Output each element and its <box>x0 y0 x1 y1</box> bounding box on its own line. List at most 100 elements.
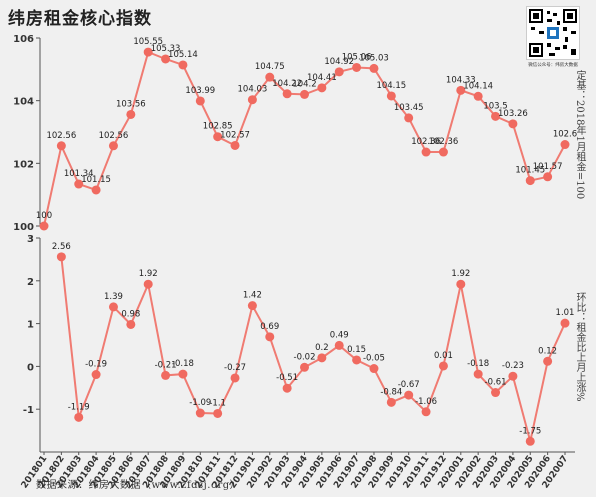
bottom-data-label: -1.06 <box>415 397 437 407</box>
top-point <box>300 89 309 99</box>
top-point <box>39 221 49 231</box>
bottom-data-label: -1.75 <box>519 426 541 436</box>
bottom-y-tick-label: 1 <box>27 320 34 331</box>
top-data-label: 102.36 <box>411 137 441 147</box>
bottom-point <box>161 370 171 380</box>
bottom-point <box>560 318 570 328</box>
bottom-data-label: 1.42 <box>243 291 262 301</box>
qr-code-graphic <box>529 9 577 57</box>
top-data-label: 100 <box>36 211 52 221</box>
bottom-y-axis-label: 环比：租金比上月上涨% <box>574 292 585 402</box>
top-y-axis-label: 定基：2018年1月租金=100 <box>574 70 585 200</box>
top-data-label: 102.56 <box>99 131 129 141</box>
top-data-label: 102.56 <box>46 131 76 141</box>
bottom-point <box>282 383 292 393</box>
top-point <box>91 185 101 195</box>
top-data-label: 102.36 <box>429 137 459 147</box>
bottom-y-tick-label: 3 <box>27 234 34 245</box>
bottom-point <box>195 408 205 418</box>
top-data-label: 104.92 <box>324 57 354 67</box>
top-data-label: 101.15 <box>81 175 111 185</box>
bottom-data-label: 0.12 <box>538 346 557 356</box>
bottom-point <box>143 279 153 289</box>
top-data-label: 104.33 <box>446 75 476 85</box>
top-data-label: 104.14 <box>463 81 493 91</box>
bottom-data-label: -1.1 <box>209 398 226 408</box>
top-point <box>404 113 414 123</box>
top-point <box>560 140 570 150</box>
bottom-y-tick-label: 2 <box>27 277 34 288</box>
bottom-series-line <box>60 256 566 442</box>
top-data-label: 105.06 <box>342 52 372 62</box>
top-data-label: 104.41 <box>307 73 337 83</box>
top-data-label: 103.26 <box>498 109 528 119</box>
top-y-tick-label: 106 <box>13 34 34 45</box>
top-y-tick-label: 100 <box>13 222 34 233</box>
top-point <box>161 54 171 64</box>
top-point <box>265 72 275 82</box>
qr-caption: 微信公众号：纬房大数据 <box>528 63 578 68</box>
top-point <box>508 119 518 129</box>
bottom-point <box>352 355 362 365</box>
bottom-point <box>525 436 535 446</box>
bottom-point <box>300 362 309 372</box>
bottom-point <box>317 353 327 363</box>
bottom-point <box>108 302 118 312</box>
bottom-point <box>178 369 188 379</box>
top-data-label: 105.14 <box>168 50 198 60</box>
qr-code-icon <box>526 6 580 60</box>
bottom-point <box>456 279 466 289</box>
top-point <box>247 95 257 105</box>
chart-title: 纬房租金核心指数 <box>8 9 152 29</box>
top-data-label: 104.75 <box>255 62 285 72</box>
top-y-tick-label: 102 <box>13 159 34 170</box>
bottom-data-label: -0.27 <box>224 363 246 373</box>
top-data-label: 102.85 <box>203 122 233 132</box>
bottom-data-label: -0.19 <box>85 360 107 370</box>
top-point <box>386 91 396 101</box>
bottom-data-label: -1.19 <box>68 402 90 412</box>
bottom-data-label: 0.15 <box>347 345 366 355</box>
top-data-label: 103.45 <box>394 103 424 113</box>
bottom-data-label: -0.18 <box>467 359 489 369</box>
bottom-y-tick-label: 0 <box>27 362 34 373</box>
top-point <box>369 63 379 73</box>
top-point <box>143 47 153 57</box>
top-data-label: 101.34 <box>64 169 94 179</box>
top-data-label: 101.45 <box>515 166 545 176</box>
bottom-data-label: 2.56 <box>52 242 71 252</box>
bottom-point <box>404 390 414 400</box>
bottom-data-label: -0.21 <box>155 360 177 370</box>
top-point <box>473 91 483 101</box>
top-data-label: 102.57 <box>220 130 250 140</box>
bottom-point <box>265 332 275 342</box>
bottom-data-label: 1.92 <box>451 269 470 279</box>
bottom-point <box>230 373 240 383</box>
top-point <box>282 89 292 99</box>
data-source: 数据来源：纬房大数据（www.zfdsj.org） <box>36 480 241 491</box>
top-data-label: 103.56 <box>116 99 146 109</box>
bottom-data-label: -0.18 <box>172 359 194 369</box>
top-data-label: 105.33 <box>151 44 181 54</box>
top-data-label: 103.99 <box>185 86 215 96</box>
bottom-point <box>56 252 66 262</box>
bottom-data-label: 0.49 <box>330 330 349 340</box>
top-point <box>525 176 535 186</box>
bottom-data-label: 1.92 <box>139 269 158 279</box>
bottom-point <box>421 407 431 417</box>
top-data-label: 103.5 <box>483 101 507 111</box>
top-point <box>126 109 136 119</box>
bottom-data-label: 0.98 <box>121 309 140 319</box>
bottom-point <box>491 388 501 398</box>
bottom-point <box>74 412 84 422</box>
top-data-label: 104.15 <box>376 81 406 91</box>
bottom-data-label: 0.01 <box>434 351 453 361</box>
bottom-point <box>213 408 223 418</box>
top-point <box>456 85 466 95</box>
top-point <box>213 132 223 142</box>
bottom-data-label: 0.2 <box>315 343 329 353</box>
top-point <box>317 83 327 93</box>
top-point <box>491 111 501 121</box>
bottom-data-label: -0.67 <box>398 380 420 390</box>
